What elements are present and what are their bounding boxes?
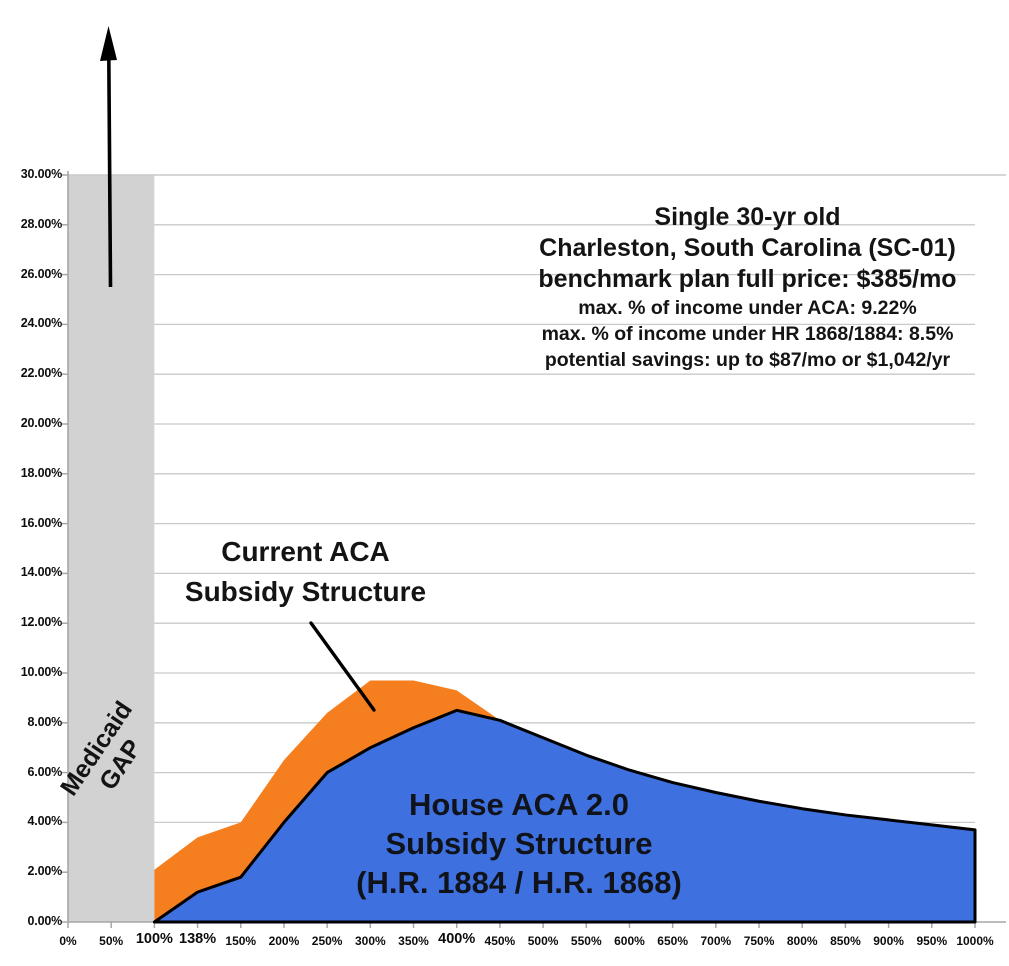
annotation-benchmark-price: benchmark plan full price: $385/mo (538, 265, 957, 293)
x-tick-label: 700% (700, 934, 732, 948)
house-aca-area-label: House ACA 2.0 Subsidy Structure (H.R. 18… (318, 785, 720, 902)
x-tick-label: 850% (830, 934, 861, 948)
x-tick-label: 400% (438, 931, 476, 947)
y-tick-label: 0.00% (27, 914, 63, 928)
x-tick-label: 950% (916, 934, 948, 948)
up-arrow-head (100, 26, 117, 61)
x-tick-label: 1000% (956, 934, 994, 948)
y-tick-label: 16.00% (20, 515, 62, 530)
x-tick-label: 250% (311, 934, 343, 948)
annotation-block: Single 30-yr old Charleston, South Carol… (495, 202, 1000, 373)
x-tick-label: 138% (179, 931, 217, 947)
x-tick-label: 750% (743, 934, 775, 948)
annotation-subject: Single 30-yr old (654, 203, 841, 231)
y-tick-label: 6.00% (27, 764, 63, 779)
house-label-line2: Subsidy Structure (385, 826, 653, 861)
x-tick-label: 800% (786, 934, 818, 948)
y-tick-label: 26.00% (20, 266, 62, 281)
y-tick-label: 8.00% (27, 714, 63, 729)
x-tick-label: 900% (873, 934, 904, 948)
x-tick-label: 50% (99, 934, 124, 948)
y-tick-label: 24.00% (20, 316, 62, 331)
x-tick-label: 450% (484, 934, 516, 948)
annotation-savings: potential savings: up to $87/mo or $1,04… (544, 349, 951, 371)
house-aca-area (152, 708, 977, 924)
y-tick-label: 4.00% (27, 814, 63, 829)
y-tick-label: 12.00% (20, 615, 62, 630)
up-arrow-shaft (107, 55, 113, 288)
annotation-aca-max: max. % of income under ACA: 9.22% (578, 297, 917, 319)
house-label-line3: (H.R. 1884 / H.R. 1868) (356, 865, 682, 900)
y-tick-label: 30.00% (20, 167, 62, 181)
medicaid-gap-band (68, 175, 155, 922)
x-tick-label: 200% (268, 934, 300, 948)
y-tick-label: 20.00% (20, 416, 62, 430)
x-tick-label: 500% (527, 934, 559, 948)
y-tick-label: 10.00% (20, 665, 62, 679)
y-tick-label: 18.00% (20, 465, 62, 480)
current-aca-area-label: Current ACA Subsidy Structure (133, 532, 478, 612)
y-tick-label: 2.00% (27, 864, 63, 879)
x-tick-label: 300% (354, 934, 386, 948)
annotation-hr-max: max. % of income under HR 1868/1884: 8.5… (541, 323, 954, 345)
x-tick-label: 150% (225, 934, 257, 948)
x-tick-label: 650% (657, 934, 688, 948)
x-tick-label: 100% (135, 931, 173, 947)
current-aca-label-line1: Current ACA (221, 536, 390, 567)
annotation-location: Charleston, South Carolina (SC-01) (539, 234, 956, 262)
x-tick-label: 0% (59, 934, 77, 948)
y-tick-label: 14.00% (20, 565, 62, 580)
house-label-line1: House ACA 2.0 (409, 787, 629, 822)
y-tick-label: 22.00% (20, 366, 62, 381)
y-tick-label: 28.00% (20, 216, 62, 231)
x-tick-label: 550% (570, 934, 602, 948)
x-tick-label: 350% (398, 934, 429, 948)
label-pointer-line (309, 621, 376, 712)
x-tick-label: 600% (614, 934, 645, 948)
current-aca-label-line2: Subsidy Structure (184, 576, 427, 607)
